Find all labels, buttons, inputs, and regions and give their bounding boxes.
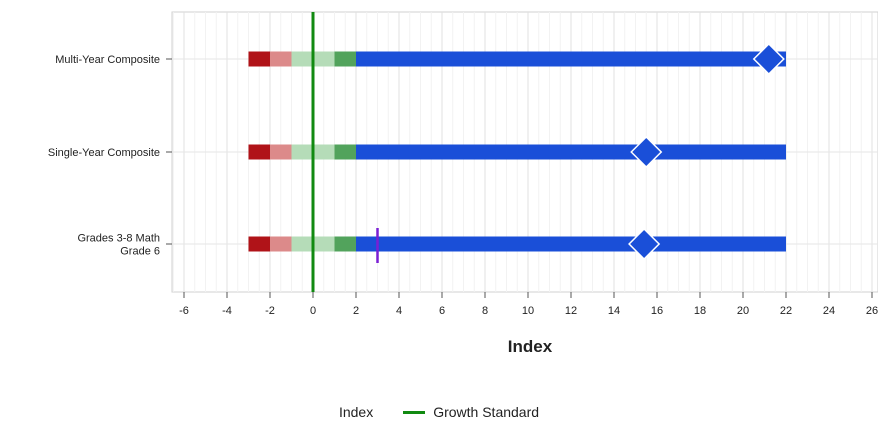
legend-label-index: Index xyxy=(338,404,374,420)
index-marker-1 xyxy=(630,135,663,169)
category-label-0: Multi-Year Composite xyxy=(55,54,160,66)
category-label-2: Grades 3-8 Math Grade 6 xyxy=(77,233,160,258)
growth-standard-swatch xyxy=(403,410,426,414)
legend-item-growth-standard[interactable]: Growth Standard xyxy=(403,404,539,420)
chart: -6 -4 -2 0 2 4 6 8 10 12 14 16 18 20 22 24 26 Multi-Year… xyxy=(48,11,878,356)
x-tick-label-6: 6 xyxy=(439,305,445,317)
x-tick-label-15: 24 xyxy=(823,305,835,317)
x-tick-label-3: 0 xyxy=(310,305,316,317)
legend-label-growth-standard: Growth Standard xyxy=(433,404,540,420)
bar-band-1-4 xyxy=(356,144,786,160)
legend-item-index[interactable]: Index xyxy=(339,404,373,420)
bar-band-1-1 xyxy=(270,144,292,160)
bar-band-0-4 xyxy=(356,51,786,67)
bar-band-2-4 xyxy=(356,236,786,252)
x-axis-title: Index xyxy=(508,337,553,356)
bar-band-0-0 xyxy=(248,51,270,67)
x-tick-label-0: -6 xyxy=(179,305,189,317)
x-tick-label-11: 16 xyxy=(651,305,663,317)
bar-band-2-0 xyxy=(248,236,270,252)
x-tick-label-8: 10 xyxy=(522,305,534,317)
labels-layer: Multi-Year Composite Single-Year Composit… xyxy=(48,54,160,258)
axis-layer: -6 -4 -2 0 2 4 6 8 10 12 14 16 18 20 22 24 26 xyxy=(166,58,878,317)
index-marker-0 xyxy=(752,42,785,76)
x-tick-label-10: 14 xyxy=(608,305,620,317)
x-tick-label-7: 8 xyxy=(482,305,488,317)
x-tick-label-13: 20 xyxy=(737,305,749,317)
x-tick-label-14: 22 xyxy=(780,305,792,317)
category-label-1: Single-Year Composite xyxy=(48,147,160,159)
x-tick-label-12: 18 xyxy=(694,305,706,317)
bar-band-0-1 xyxy=(270,51,292,67)
x-tick-label-5: 4 xyxy=(396,305,402,317)
x-tick-label-2: -2 xyxy=(265,305,275,317)
bar-band-0-3 xyxy=(334,51,356,67)
bar-band-2-3 xyxy=(334,236,356,252)
x-tick-label-4: 2 xyxy=(353,305,359,317)
index-marker-2 xyxy=(628,227,661,261)
x-tick-label-16: 26 xyxy=(866,305,878,317)
bars-layer xyxy=(248,12,786,292)
bar-band-1-0 xyxy=(248,144,270,160)
legend: Index Growth Standard xyxy=(0,402,878,422)
x-tick-label-9: 12 xyxy=(565,305,577,317)
bar-band-1-3 xyxy=(334,144,356,160)
bar-band-2-1 xyxy=(270,236,292,252)
x-tick-label-1: -4 xyxy=(222,305,232,317)
